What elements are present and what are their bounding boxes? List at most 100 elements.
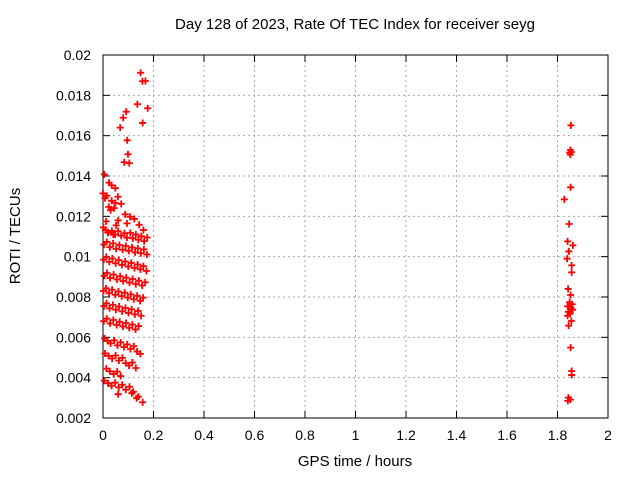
data-point-marker	[143, 250, 151, 258]
data-point-marker	[127, 290, 135, 298]
data-point-marker	[112, 351, 120, 359]
data-point-marker	[124, 150, 132, 158]
y-tick-label: 0.014	[56, 168, 91, 184]
data-point-marker	[127, 259, 135, 267]
data-point-marker	[106, 319, 114, 327]
x-axis-label: GPS time / hours	[298, 453, 412, 470]
data-point-marker	[565, 220, 573, 228]
data-point-marker	[102, 284, 110, 292]
x-tick-label: 0.8	[295, 427, 315, 443]
tick-marks	[102, 54, 609, 419]
y-tick-label: 0.006	[56, 329, 91, 345]
data-point-marker	[115, 302, 123, 310]
data-point-marker	[136, 350, 144, 358]
data-point-marker	[108, 286, 116, 294]
data-point-marker	[133, 292, 141, 300]
data-point-marker	[103, 269, 111, 277]
data-point-marker	[117, 372, 125, 380]
data-point-marker	[139, 226, 147, 234]
data-point-marker	[123, 340, 131, 348]
data-point-marker	[140, 245, 148, 253]
data-points	[99, 69, 577, 406]
chart-title: Day 128 of 2023, Rate Of TEC Index for r…	[175, 16, 535, 33]
x-tick-label: 0.6	[245, 427, 265, 443]
data-point-marker	[132, 364, 140, 372]
data-point-marker	[108, 227, 116, 235]
data-point-marker	[568, 268, 576, 276]
data-point-marker	[565, 247, 573, 255]
data-point-marker	[117, 200, 125, 208]
x-tick-label: 1.6	[497, 427, 517, 443]
data-point-marker	[563, 255, 571, 263]
data-point-marker	[137, 69, 145, 77]
data-point-marker	[142, 267, 150, 275]
data-point-marker	[114, 288, 122, 296]
y-tick-label: 0.02	[64, 47, 91, 63]
tick-labels: 0 0.2 0.4 0.6 0.8 1 1.2 1.4 1.6 1.8 2 0.002 0.004 0.0…	[56, 47, 612, 443]
data-point-marker	[567, 291, 575, 299]
data-point-marker	[126, 383, 134, 391]
data-point-marker	[139, 398, 147, 406]
data-point-marker	[144, 104, 152, 112]
data-point-marker	[107, 339, 115, 347]
y-tick-label: 0.004	[56, 370, 91, 386]
data-point-marker	[564, 237, 572, 245]
data-point-marker	[569, 241, 577, 249]
data-point-marker	[121, 304, 129, 312]
data-point-marker	[564, 397, 572, 405]
data-point-marker	[140, 237, 148, 245]
data-point-marker	[104, 379, 112, 387]
data-point-marker	[129, 234, 137, 242]
y-tick-label: 0.016	[56, 128, 91, 144]
x-tick-label: 1	[352, 427, 360, 443]
data-point-marker	[122, 386, 130, 394]
data-point-marker	[102, 365, 110, 373]
data-point-marker	[118, 261, 126, 269]
grid-lines	[103, 55, 608, 418]
data-point-marker	[110, 370, 118, 378]
data-point-marker	[118, 381, 126, 389]
data-point-marker	[109, 301, 117, 309]
data-point-marker	[131, 310, 139, 318]
data-point-marker	[560, 195, 568, 203]
data-point-marker	[139, 294, 147, 302]
data-point-marker	[108, 355, 116, 363]
data-point-marker	[112, 245, 120, 253]
data-point-marker	[110, 336, 118, 344]
data-point-marker	[115, 241, 123, 249]
data-point-marker	[103, 315, 111, 323]
data-point-marker	[102, 217, 110, 225]
data-point-marker	[128, 243, 136, 251]
data-point-marker	[121, 289, 129, 297]
x-tick-label: 1.4	[447, 427, 467, 443]
data-point-marker	[118, 307, 126, 315]
data-point-marker	[122, 319, 130, 327]
x-tick-label: 0.4	[194, 427, 214, 443]
data-point-marker	[126, 229, 134, 237]
data-point-marker	[121, 210, 129, 218]
data-point-marker	[122, 242, 130, 250]
y-tick-label: 0.008	[56, 289, 91, 305]
data-point-marker	[115, 383, 123, 391]
data-point-marker	[116, 318, 124, 326]
y-tick-label: 0.018	[56, 87, 91, 103]
data-point-marker	[134, 307, 142, 315]
data-point-marker	[115, 256, 123, 264]
x-tick-label: 0	[99, 427, 107, 443]
data-point-marker	[137, 249, 145, 257]
data-point-marker	[101, 194, 109, 202]
data-point-marker	[568, 371, 576, 379]
data-point-marker	[139, 262, 147, 270]
data-point-marker	[134, 261, 142, 269]
data-point-marker	[567, 317, 575, 325]
data-point-marker	[126, 213, 134, 221]
data-point-marker	[109, 239, 117, 247]
data-point-marker	[130, 295, 138, 303]
y-tick-label: 0.002	[56, 410, 91, 426]
data-point-marker	[130, 342, 138, 350]
data-point-marker	[106, 243, 114, 251]
data-point-marker	[100, 170, 108, 178]
data-point-marker	[108, 181, 116, 189]
